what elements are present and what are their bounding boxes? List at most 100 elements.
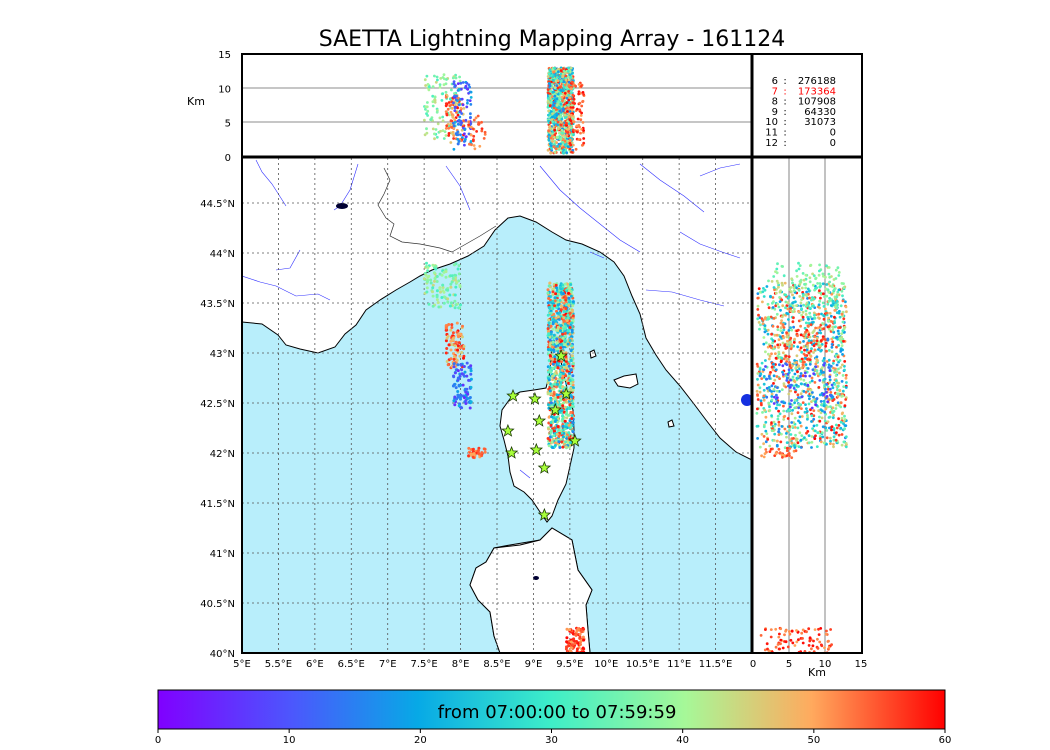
lightning-source-point-alt-lat: [762, 442, 765, 446]
lightning-source-point-alt-lat: [823, 410, 827, 414]
lightning-source-point: [568, 372, 571, 375]
map-lat-tick-label: 41.5°N: [200, 499, 235, 510]
lightning-source-point: [547, 444, 551, 448]
lightning-source-point: [483, 450, 487, 454]
lightning-source-point-alt-lat: [830, 345, 834, 349]
lightning-source-point-alt-lon: [472, 134, 476, 138]
lightning-source-point: [459, 397, 462, 401]
lightning-source-point-alt-lat: [799, 377, 803, 381]
lightning-source-point-alt-lon: [467, 123, 470, 127]
lightning-source-point-alt-lon: [558, 135, 561, 138]
lightning-source-point-alt-lat: [790, 441, 794, 445]
lightning-source-point-alt-lat: [782, 409, 786, 413]
lightning-source-point-alt-lat: [808, 306, 811, 310]
lightning-source-point: [429, 281, 433, 285]
lightning-source-point: [442, 270, 446, 274]
lightning-source-point-alt-lat: [811, 272, 814, 276]
lightning-source-point-alt-lon: [565, 96, 569, 100]
lightning-source-point: [564, 335, 568, 338]
lightning-source-point-alt-lat: [804, 330, 807, 334]
lightning-source-point-alt-lat: [777, 635, 781, 639]
lightning-source-point-alt-lat: [826, 319, 830, 323]
lightning-source-point: [567, 304, 571, 308]
lightning-source-point-alt-lat: [800, 434, 804, 437]
lightning-source-point-alt-lat: [831, 416, 835, 420]
lightning-source-point-alt-lat: [770, 390, 773, 393]
lightning-source-point-alt-lat: [803, 354, 807, 357]
lightning-source-point-alt-lat: [824, 387, 827, 391]
lightning-source-point-alt-lon: [546, 100, 550, 103]
lightning-source-point-alt-lat: [840, 289, 844, 293]
lightning-source-point-alt-lon: [565, 121, 568, 125]
lightning-source-point-alt-lon: [558, 109, 562, 113]
lightning-source-point-alt-lat: [815, 423, 819, 427]
lightning-source-point-alt-lat: [763, 408, 767, 412]
lightning-source-point: [554, 345, 558, 348]
lightning-source-point-alt-lon: [426, 83, 430, 86]
lightning-source-point-alt-lat: [824, 307, 827, 311]
lightning-source-point-alt-lon: [444, 90, 448, 94]
lightning-source-point-alt-lat: [821, 322, 824, 325]
lightning-source-point-alt-lat: [800, 307, 803, 311]
lightning-source-point-alt-lat: [799, 359, 803, 363]
lightning-source-point-alt-lon: [480, 129, 484, 133]
lightning-source-point-alt-lat: [837, 433, 841, 437]
lightning-source-point: [456, 267, 460, 271]
lightning-source-point-alt-lat: [813, 381, 817, 384]
lightning-source-point: [452, 365, 456, 369]
lightning-source-point-alt-lat: [839, 366, 843, 369]
lightning-source-point: [566, 313, 570, 317]
lightning-source-point-alt-lat: [829, 364, 833, 368]
lightning-source-point-alt-lon: [435, 75, 439, 79]
lightning-source-point-alt-lat: [792, 341, 796, 344]
lightning-source-point-alt-lat: [797, 396, 800, 399]
lightning-source-point-alt-lat: [788, 361, 791, 364]
lightning-source-point-alt-lon: [449, 110, 453, 114]
lightning-source-point: [564, 325, 568, 329]
lightning-source-point-alt-lon: [565, 134, 569, 137]
lightning-source-point-alt-lat: [773, 288, 776, 292]
lightning-source-point-alt-lat: [792, 286, 796, 290]
lightning-source-point: [559, 438, 563, 442]
lightning-source-point: [435, 275, 439, 278]
lightning-source-point-alt-lon: [476, 114, 480, 118]
lightning-source-point-alt-lat: [845, 310, 848, 314]
lightning-source-point: [433, 277, 437, 281]
lightning-source-point-alt-lon: [444, 82, 448, 86]
lightning-source-point-alt-lat: [804, 313, 808, 316]
lightning-source-point-alt-lat: [822, 357, 826, 360]
station-count-value: 107908: [798, 97, 836, 108]
lightning-source-point: [569, 441, 573, 445]
lightning-source-point-alt-lat: [764, 429, 768, 433]
lightning-source-point-alt-lat: [788, 341, 792, 345]
lightning-source-point-alt-lat: [840, 416, 844, 420]
lightning-source-point-alt-lat: [782, 326, 786, 329]
lightning-source-point-alt-lon: [435, 110, 439, 114]
lightning-source-point: [431, 304, 435, 308]
lightning-source-point: [549, 398, 553, 402]
lightning-source-point-alt-lat: [779, 308, 782, 312]
map-lon-tick-label: 9°E: [525, 659, 543, 670]
lightning-source-point: [456, 390, 460, 393]
lightning-source-point-alt-lat: [790, 383, 793, 387]
lightning-source-point: [558, 298, 562, 302]
lightning-source-point-alt-lat: [787, 630, 791, 633]
lightning-source-point-alt-lon: [426, 101, 429, 104]
lightning-source-point-alt-lon: [547, 113, 550, 117]
lightning-source-point-alt-lat: [774, 627, 778, 631]
lightning-source-point-alt-lon: [578, 108, 582, 112]
lightning-source-point-alt-lat: [828, 436, 832, 440]
map-lon-tick-label: 6.5°E: [338, 659, 365, 670]
lightning-source-point-alt-lat: [830, 425, 834, 429]
lightning-source-point-alt-lon: [558, 96, 561, 100]
lightning-source-point-alt-lat: [775, 400, 779, 404]
lightning-source-point: [441, 286, 445, 289]
lightning-source-point-alt-lon: [435, 135, 439, 139]
lightning-source-point-alt-lat: [838, 315, 842, 319]
lightning-source-point-alt-lon: [553, 86, 557, 89]
lightning-source-point-alt-lon: [454, 76, 458, 80]
lightning-source-point-alt-lat: [827, 358, 831, 362]
lightning-source-point: [557, 361, 561, 365]
lightning-source-point-alt-lat: [836, 394, 840, 398]
lightning-source-point-alt-lat: [832, 288, 836, 292]
